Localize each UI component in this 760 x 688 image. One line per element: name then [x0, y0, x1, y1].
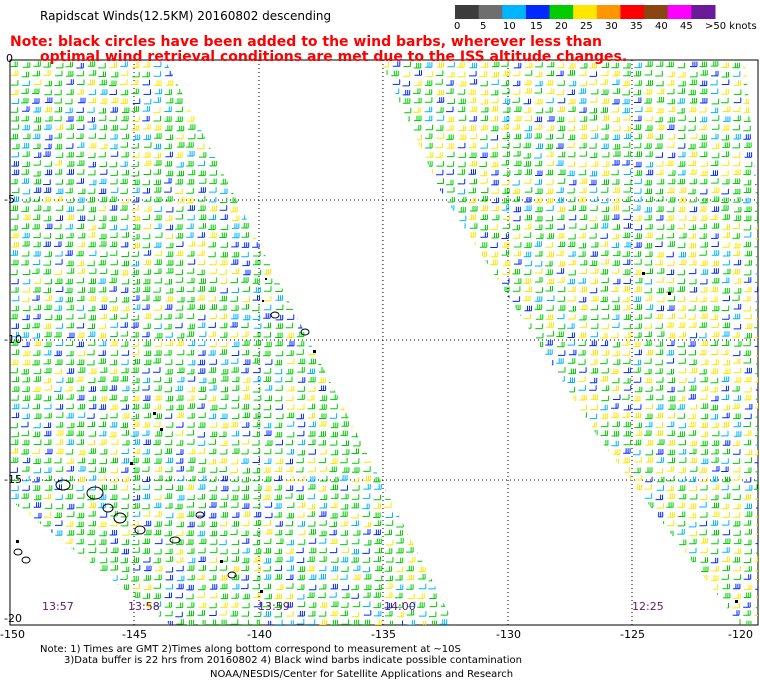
legend-label: 30: [605, 21, 618, 32]
lat-label-m5: -5: [4, 193, 15, 206]
lon-label-120: -120: [728, 628, 753, 641]
legend-label: 15: [530, 21, 543, 32]
lon-label-135: -135: [371, 628, 396, 641]
legend-label: 40: [655, 21, 668, 32]
lon-label-125: -125: [620, 628, 645, 641]
legend-label: 20: [555, 21, 568, 32]
legend-label: 0: [454, 21, 461, 32]
lat-label-m15: -15: [4, 473, 22, 486]
footer-credit: NOAA/NESDIS/Center for Satellite Applica…: [210, 669, 514, 680]
lon-label-140: -140: [247, 628, 272, 641]
legend-swatch: [573, 5, 598, 19]
lat-label-m10: -10: [4, 333, 22, 346]
wind-barb-group: [10, 61, 455, 625]
legend-label: 25: [580, 21, 593, 32]
time-label: 14:00: [384, 600, 416, 613]
legend-label: 5: [480, 21, 487, 32]
legend-swatch: [596, 5, 621, 19]
legend-swatch: [478, 5, 503, 19]
lat-label-0: 0: [6, 52, 13, 65]
legend-swatch: [549, 5, 574, 19]
time-label: 13:58: [128, 600, 160, 613]
time-label: 13:57: [42, 600, 74, 613]
wind-barb-group: [10, 61, 455, 625]
island-outlines: [13, 311, 310, 579]
legend-label: 45: [680, 21, 693, 32]
note-line-1: Note: black circles have been added to t…: [10, 34, 603, 50]
legend-swatch: [691, 5, 716, 19]
lon-label-130: -130: [496, 628, 521, 641]
legend-swatch: [502, 5, 527, 19]
note-line-2: optimal wind retrieval conditions are me…: [40, 49, 628, 65]
island-dots: [16, 272, 738, 603]
footer-note-1: Note: 1) Times are GMT 2)Times along bot…: [40, 644, 461, 655]
legend-label: 10: [503, 21, 516, 32]
legend-swatch: [455, 5, 480, 19]
lon-label-145: -145: [122, 628, 147, 641]
map-frame: [9, 59, 759, 626]
legend-swatch: [644, 5, 669, 19]
legend-label: >50 knots: [705, 21, 757, 32]
lon-label-150: -150: [0, 628, 25, 641]
wind-barbs-swath-west: [10, 61, 455, 625]
map-title: Rapidscat Winds(12.5KM) 20160802 descend…: [40, 9, 332, 23]
legend-swatch: [620, 5, 645, 19]
legend-swatch: [525, 5, 551, 19]
grid-lines: [10, 60, 758, 625]
wind-barbs-swath-east: [380, 61, 758, 625]
time-label: 13:59: [258, 600, 290, 613]
time-label: 12:25: [632, 600, 664, 613]
wind-speed-color-legend: [455, 5, 716, 19]
footer-note-2: 3)Data buffer is 22 hrs from 20160802 4)…: [64, 655, 522, 666]
legend-label: 35: [630, 21, 643, 32]
legend-swatch: [667, 5, 692, 19]
wind-barb-group: [380, 62, 758, 625]
lat-label-m20: -20: [4, 612, 22, 625]
